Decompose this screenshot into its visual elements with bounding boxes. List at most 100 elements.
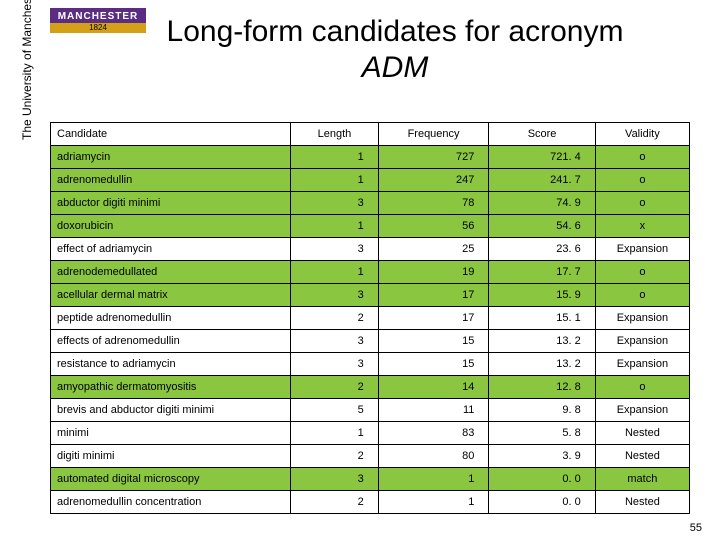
cell-score: 23. 6 (489, 238, 595, 261)
table-row: peptide adrenomedullin21715. 1Expansion (51, 307, 690, 330)
cell-length: 3 (291, 238, 379, 261)
cell-score: 12. 8 (489, 376, 595, 399)
cell-validity: Expansion (595, 238, 689, 261)
cell-frequency: 17 (378, 307, 489, 330)
cell-validity: o (595, 192, 689, 215)
cell-frequency: 1 (378, 468, 489, 491)
cell-length: 1 (291, 215, 379, 238)
cell-frequency: 83 (378, 422, 489, 445)
cell-score: 241. 7 (489, 169, 595, 192)
cell-validity: match (595, 468, 689, 491)
table-row: brevis and abductor digiti minimi5119. 8… (51, 399, 690, 422)
cell-candidate: brevis and abductor digiti minimi (51, 399, 291, 422)
cell-candidate: adrenodemedullated (51, 261, 291, 284)
table-row: acellular dermal matrix31715. 9o (51, 284, 690, 307)
cell-frequency: 727 (378, 146, 489, 169)
cell-candidate: effect of adriamycin (51, 238, 291, 261)
col-score: Score (489, 123, 595, 146)
cell-validity: o (595, 261, 689, 284)
cell-candidate: effects of adrenomedullin (51, 330, 291, 353)
table-row: resistance to adriamycin31513. 2Expansio… (51, 353, 690, 376)
col-validity: Validity (595, 123, 689, 146)
cell-frequency: 15 (378, 353, 489, 376)
cell-frequency: 247 (378, 169, 489, 192)
cell-candidate: doxorubicin (51, 215, 291, 238)
logo-side-text: The University of Manchester (20, 0, 34, 140)
cell-validity: Expansion (595, 307, 689, 330)
cell-score: 15. 9 (489, 284, 595, 307)
cell-candidate: minimi (51, 422, 291, 445)
cell-length: 1 (291, 146, 379, 169)
table-row: automated digital microscopy310. 0match (51, 468, 690, 491)
cell-length: 5 (291, 399, 379, 422)
cell-length: 1 (291, 261, 379, 284)
cell-candidate: peptide adrenomedullin (51, 307, 291, 330)
cell-length: 1 (291, 422, 379, 445)
cell-candidate: adrenomedullin (51, 169, 291, 192)
cell-length: 3 (291, 330, 379, 353)
cell-validity: Nested (595, 422, 689, 445)
table-header-row: Candidate Length Frequency Score Validit… (51, 123, 690, 146)
cell-validity: Nested (595, 445, 689, 468)
col-length: Length (291, 123, 379, 146)
col-candidate: Candidate (51, 123, 291, 146)
title-line1: Long-form candidates for acronym (90, 14, 700, 50)
cell-length: 2 (291, 307, 379, 330)
table-row: abductor digiti minimi37874. 9o (51, 192, 690, 215)
page-number: 55 (690, 522, 702, 534)
cell-candidate: digiti minimi (51, 445, 291, 468)
cell-score: 13. 2 (489, 353, 595, 376)
table-row: adrenodemedullated11917. 7o (51, 261, 690, 284)
cell-validity: Expansion (595, 330, 689, 353)
cell-frequency: 17 (378, 284, 489, 307)
page-title: Long-form candidates for acronym ADM (90, 14, 700, 86)
cell-length: 3 (291, 192, 379, 215)
table-row: amyopathic dermatomyositis21412. 8o (51, 376, 690, 399)
cell-score: 15. 1 (489, 307, 595, 330)
cell-score: 5. 8 (489, 422, 595, 445)
cell-validity: o (595, 376, 689, 399)
cell-length: 2 (291, 376, 379, 399)
table-row: adrenomedullin1247241. 7o (51, 169, 690, 192)
cell-candidate: abductor digiti minimi (51, 192, 291, 215)
table-row: minimi1835. 8Nested (51, 422, 690, 445)
table-row: effects of adrenomedullin31513. 2Expansi… (51, 330, 690, 353)
cell-validity: Expansion (595, 399, 689, 422)
cell-frequency: 1 (378, 491, 489, 514)
cell-frequency: 25 (378, 238, 489, 261)
cell-validity: x (595, 215, 689, 238)
cell-candidate: amyopathic dermatomyositis (51, 376, 291, 399)
cell-frequency: 19 (378, 261, 489, 284)
cell-frequency: 56 (378, 215, 489, 238)
cell-score: 74. 9 (489, 192, 595, 215)
cell-score: 3. 9 (489, 445, 595, 468)
cell-length: 3 (291, 353, 379, 376)
cell-score: 17. 7 (489, 261, 595, 284)
cell-score: 0. 0 (489, 468, 595, 491)
cell-candidate: resistance to adriamycin (51, 353, 291, 376)
cell-validity: o (595, 284, 689, 307)
cell-validity: o (595, 146, 689, 169)
cell-frequency: 15 (378, 330, 489, 353)
cell-length: 3 (291, 468, 379, 491)
cell-score: 54. 6 (489, 215, 595, 238)
cell-frequency: 80 (378, 445, 489, 468)
cell-candidate: adrenomedullin concentration (51, 491, 291, 514)
cell-score: 721. 4 (489, 146, 595, 169)
cell-length: 1 (291, 169, 379, 192)
cell-candidate: adriamycin (51, 146, 291, 169)
cell-validity: o (595, 169, 689, 192)
table-row: effect of adriamycin32523. 6Expansion (51, 238, 690, 261)
cell-validity: Nested (595, 491, 689, 514)
cell-candidate: automated digital microscopy (51, 468, 291, 491)
cell-frequency: 14 (378, 376, 489, 399)
cell-length: 3 (291, 284, 379, 307)
table-row: doxorubicin15654. 6x (51, 215, 690, 238)
cell-length: 2 (291, 445, 379, 468)
candidates-table: Candidate Length Frequency Score Validit… (50, 122, 690, 514)
table-row: adriamycin1727721. 4o (51, 146, 690, 169)
table-row: digiti minimi2803. 9Nested (51, 445, 690, 468)
cell-length: 2 (291, 491, 379, 514)
cell-frequency: 11 (378, 399, 489, 422)
title-line2: ADM (90, 50, 700, 86)
